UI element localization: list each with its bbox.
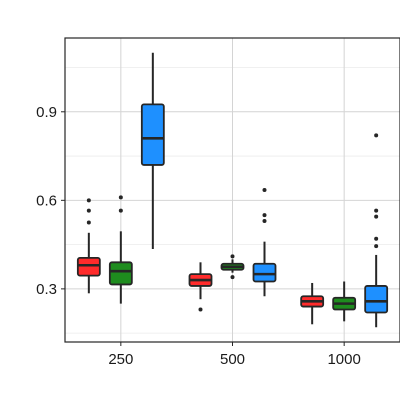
outlier-point — [86, 208, 91, 213]
x-tick-label: 1000 — [327, 351, 360, 368]
box — [140, 103, 165, 166]
outlier-point — [374, 214, 379, 219]
outlier-point — [262, 218, 267, 223]
y-tick-label: 0.6 — [36, 192, 57, 209]
outlier-point — [374, 133, 379, 138]
x-tick-label: 250 — [108, 351, 133, 368]
outlier-point — [198, 307, 203, 312]
outlier-point — [374, 244, 379, 249]
outlier-point — [118, 208, 123, 213]
box — [108, 261, 133, 286]
outlier-point — [374, 236, 379, 241]
box — [76, 256, 101, 277]
y-tick-label: 0.3 — [36, 281, 57, 298]
outlier-point — [374, 208, 379, 213]
outlier-point — [262, 188, 267, 192]
outlier-point — [230, 275, 235, 280]
outlier-point — [86, 198, 91, 203]
box — [252, 262, 277, 283]
outlier-point — [118, 195, 123, 200]
x-tick-label: 500 — [220, 351, 245, 368]
box — [364, 285, 389, 314]
outlier-point — [230, 254, 235, 259]
outlier-point — [262, 213, 267, 218]
y-tick-label: 0.9 — [36, 104, 57, 121]
outlier-point — [86, 220, 91, 225]
